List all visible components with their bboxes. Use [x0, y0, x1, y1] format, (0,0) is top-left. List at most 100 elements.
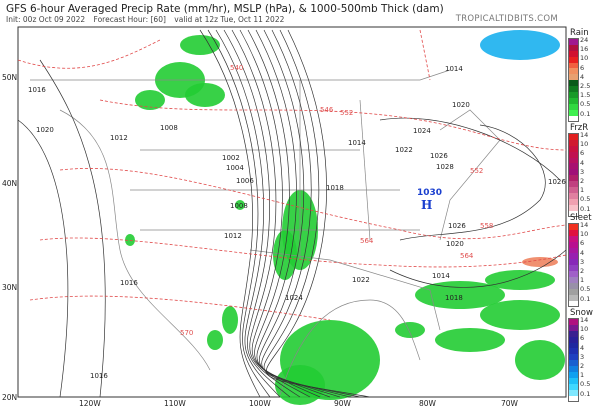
isobar-label: 1018 — [326, 184, 344, 192]
legend-title: Rain — [570, 28, 589, 38]
isobar-label: 1016 — [28, 86, 46, 94]
isobar-label: 1012 — [224, 232, 242, 240]
heavy-rain-area — [522, 257, 558, 267]
legend-rain: Rain 24 16 10 6 4 2.5 1.5 0.5 0.1 — [568, 28, 600, 123]
precip-area — [395, 322, 425, 338]
border-line — [59, 109, 211, 371]
legend-level: 10 — [580, 325, 589, 334]
thickness-line — [17, 39, 161, 69]
valid-time: valid at 12z Tue, Oct 11 2022 — [174, 15, 285, 24]
legend-level: 3 — [580, 352, 585, 361]
longitude-label: 110W — [164, 399, 186, 408]
thickness-label: 552 — [470, 167, 483, 175]
site-brand: TROPICALTIDBITS.COM — [455, 14, 558, 24]
isobar-label: 1022 — [352, 276, 370, 284]
isobar-label: 1012 — [110, 134, 128, 142]
isobar — [266, 29, 371, 398]
precip-area — [222, 306, 238, 334]
map-title: GFS 6-hour Averaged Precip Rate (mm/hr),… — [6, 3, 444, 15]
legend-title: Snow — [570, 308, 593, 318]
legend-level: 24 — [580, 36, 589, 44]
longitude-label: 70W — [501, 399, 519, 408]
legend-level: 1 — [580, 186, 585, 195]
precip-area — [125, 234, 135, 246]
legend-level: 0.5 — [580, 100, 591, 109]
high-pressure-value: 1030 — [417, 188, 442, 198]
isobar — [399, 124, 546, 241]
legend-level: 10 — [580, 140, 589, 149]
precip-area — [515, 340, 565, 380]
legend-level: 6 — [580, 63, 585, 72]
thickness-line — [39, 237, 567, 268]
legend-level: 6 — [580, 334, 585, 343]
isobar-label: 1026 — [430, 152, 448, 160]
isobar-label: 1020 — [446, 240, 464, 248]
border-line — [249, 249, 441, 331]
precip-area — [480, 300, 560, 330]
legend-level: 0.5 — [580, 285, 591, 294]
thickness-label: 546 — [320, 106, 334, 114]
legend-level: 0.1 — [580, 204, 591, 213]
isobar-label: 1018 — [445, 294, 463, 302]
thickness-label: 540 — [230, 64, 243, 72]
precip-area — [180, 35, 220, 55]
legend-level: 0.1 — [580, 109, 591, 118]
color-scale — [568, 38, 579, 123]
legend-level: 1 — [580, 371, 585, 380]
thickness-label: 564 — [460, 252, 474, 260]
color-scale — [568, 223, 579, 308]
isobar-label: 1002 — [222, 154, 240, 162]
legend-level: 10 — [580, 54, 589, 63]
legend-level: 2 — [580, 361, 585, 370]
isobar-label: 1026 — [448, 222, 466, 230]
isobar-label: 1024 — [285, 294, 303, 302]
precip-area — [207, 330, 223, 350]
borders-layer — [30, 69, 501, 396]
border-line — [30, 69, 451, 81]
isobar-label: 1016 — [120, 279, 138, 287]
legend-level: 4 — [580, 72, 585, 81]
precip-area — [485, 270, 555, 290]
legend-level: 14 — [580, 316, 589, 324]
isobar-label: 1008 — [230, 202, 248, 210]
isobar — [231, 29, 301, 398]
thickness-label: 552 — [340, 109, 353, 117]
isobar-label: 1016 — [90, 372, 108, 380]
forecast-hour: Forecast Hour: [60] — [93, 15, 166, 24]
precip-area — [135, 90, 165, 110]
border-line — [359, 99, 371, 241]
snow-area — [480, 30, 560, 60]
legend-sleet: Sleet 14 10 6 4 3 2 1 0.5 0.1 — [568, 213, 600, 308]
border-line — [279, 299, 421, 396]
legend-level: 14 — [580, 221, 589, 229]
isobar — [255, 29, 331, 398]
latitude-label: 40N — [2, 179, 17, 188]
isobar — [17, 119, 69, 398]
isobar — [379, 117, 561, 181]
thickness-label: 558 — [480, 222, 493, 230]
legend-level: 2.5 — [580, 81, 591, 90]
isobar — [239, 29, 311, 398]
legend-level: 0.1 — [580, 389, 591, 398]
isobar-label: 1008 — [160, 124, 178, 132]
legend-level: 2 — [580, 176, 585, 185]
isobar — [207, 29, 271, 398]
thickness-line — [59, 168, 567, 240]
precip-area — [415, 281, 505, 309]
isobar-label: 1014 — [348, 139, 366, 147]
legend-frzr: FrzR 14 10 6 4 3 2 1 0.5 0.1 — [568, 123, 600, 218]
longitude-label: 100W — [249, 399, 271, 408]
latitude-label: 30N — [2, 283, 17, 292]
isobar — [215, 29, 281, 398]
precip-area — [185, 83, 225, 107]
latitude-label: 50N — [2, 73, 17, 82]
legend-level: 3 — [580, 257, 585, 266]
longitude-label: 90W — [334, 399, 352, 408]
legend-title: Sleet — [570, 213, 592, 223]
legend-snow: Snow 14 10 6 4 3 2 1 0.5 0.1 — [568, 308, 600, 403]
color-scale — [568, 133, 579, 218]
init-time: Init: 00z Oct 09 2022 — [6, 15, 86, 24]
isobar-label: 1020 — [36, 126, 54, 134]
latitude-label: 20N — [2, 393, 17, 402]
